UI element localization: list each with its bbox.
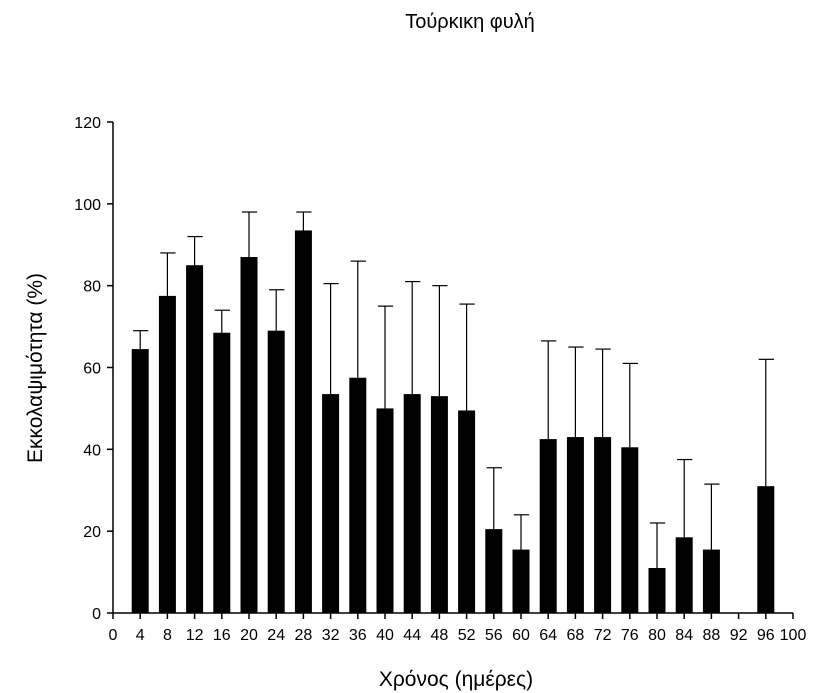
bar	[649, 568, 666, 613]
bar	[567, 437, 584, 613]
bar	[322, 394, 339, 613]
y-axis-label: Εκκολαψιμότητα (%)	[24, 273, 47, 463]
y-tick-label: 0	[92, 606, 101, 623]
bar	[377, 408, 394, 613]
x-tick-label: 16	[213, 627, 231, 644]
chart-title: Τούρκικη φυλή	[405, 11, 535, 33]
bars-group	[132, 230, 775, 613]
bar	[295, 230, 312, 613]
bar	[349, 378, 366, 613]
x-tick-label: 24	[267, 627, 285, 644]
x-tick-label: 32	[322, 627, 340, 644]
x-tick-label: 72	[594, 627, 612, 644]
x-tick-label: 76	[621, 627, 639, 644]
bar	[621, 447, 638, 613]
bar	[186, 265, 203, 613]
bar	[485, 529, 502, 613]
x-tick-label: 88	[703, 627, 721, 644]
x-tick-label: 60	[512, 627, 530, 644]
y-tick-label: 100	[74, 197, 101, 214]
x-tick-label: 4	[136, 627, 145, 644]
y-ticks-group: 0 20 40 60 80 100 120	[74, 115, 113, 623]
x-tick-label: 68	[567, 627, 585, 644]
x-tick-label: 0	[109, 627, 118, 644]
bar	[676, 537, 693, 613]
x-tick-label: 20	[240, 627, 258, 644]
x-axis-label: Χρόνος (ημέρες)	[379, 668, 533, 691]
bar	[241, 257, 258, 613]
x-tick-label: 52	[458, 627, 476, 644]
bar	[757, 486, 774, 613]
y-tick-label: 40	[83, 442, 101, 459]
x-tick-label: 92	[730, 627, 748, 644]
y-tick-label: 80	[83, 279, 101, 296]
y-tick-label: 20	[83, 524, 101, 541]
bar	[268, 331, 285, 613]
x-tick-label: 100	[780, 627, 807, 644]
x-tick-label: 64	[539, 627, 557, 644]
x-tick-label: 56	[485, 627, 503, 644]
x-tick-label: 44	[403, 627, 421, 644]
x-tick-label: 80	[648, 627, 666, 644]
bar	[431, 396, 448, 613]
bar	[458, 410, 475, 613]
y-tick-label: 60	[83, 361, 101, 378]
x-tick-label: 12	[186, 627, 204, 644]
x-tick-label: 28	[295, 627, 313, 644]
x-tick-label: 84	[675, 627, 693, 644]
bar	[703, 550, 720, 613]
x-ticks-group: 0 4 8 12 16 20 24 28 32 36 40 44 48 52 56 60 64 68 72 76 80 8…	[109, 613, 807, 644]
x-tick-label: 8	[163, 627, 172, 644]
y-tick-label: 120	[74, 115, 101, 132]
x-tick-label: 40	[376, 627, 394, 644]
x-tick-label: 96	[757, 627, 775, 644]
bar	[540, 439, 557, 613]
x-tick-label: 36	[349, 627, 367, 644]
bar	[213, 333, 230, 613]
bar	[404, 394, 421, 613]
x-tick-label: 48	[431, 627, 449, 644]
bar	[594, 437, 611, 613]
bar	[132, 349, 149, 613]
bar	[159, 296, 176, 613]
bar	[513, 550, 530, 613]
